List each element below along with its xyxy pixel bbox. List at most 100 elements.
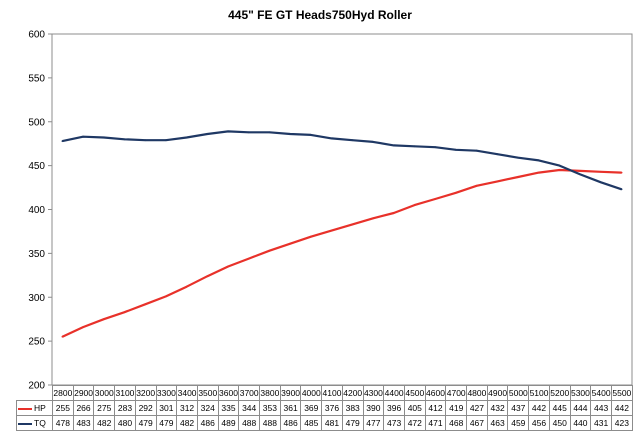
x-category-label: 3900 <box>279 385 302 401</box>
data-label-tq: 471 <box>424 415 447 431</box>
data-label-hp: 445 <box>548 400 571 416</box>
data-point-hp <box>227 265 230 268</box>
x-category-label: 4400 <box>383 385 405 401</box>
data-label-tq: 480 <box>114 415 136 431</box>
table-row-hp: HP 255 266 275 283 292 301 312 324 335 344 353 361 36… <box>16 400 633 416</box>
y-tick-label: 250 <box>28 337 45 348</box>
data-label-tq: 479 <box>155 415 178 431</box>
data-point-tq <box>372 141 374 143</box>
data-label-tq: 485 <box>300 415 323 431</box>
x-category-label: 5300 <box>569 385 592 401</box>
x-category-label: 4500 <box>403 385 426 401</box>
data-point-hp <box>247 257 250 260</box>
data-label-tq: 450 <box>548 415 571 431</box>
data-label-hp: 292 <box>134 400 157 416</box>
data-label-tq: 456 <box>528 415 550 431</box>
data-label-hp: 427 <box>466 400 488 416</box>
y-tick-label: 600 <box>28 30 45 41</box>
plot-area <box>51 33 633 386</box>
x-category-label: 4800 <box>466 385 488 401</box>
data-point-tq <box>496 153 499 156</box>
data-point-hp <box>517 176 519 178</box>
data-label-tq: 486 <box>196 415 219 431</box>
data-label-hp: 419 <box>445 400 468 416</box>
data-point-tq <box>455 148 457 151</box>
data-label-hp: 444 <box>569 400 592 416</box>
data-label-hp: 437 <box>507 400 530 416</box>
x-category-label: 3800 <box>259 385 281 401</box>
data-point-hp <box>537 171 540 174</box>
data-point-tq <box>227 130 230 133</box>
legend-entry-tq: TQ <box>16 415 53 431</box>
data-point-hp <box>600 170 602 173</box>
x-category-label: 4300 <box>362 385 385 401</box>
data-point-hp <box>579 170 582 172</box>
data-point-hp <box>61 335 64 338</box>
data-label-tq: 467 <box>466 415 488 431</box>
data-label-hp: 335 <box>217 400 240 416</box>
data-point-hp <box>185 285 188 288</box>
x-category-label: 5200 <box>548 385 571 401</box>
data-point-hp <box>413 204 416 207</box>
data-label-hp: 312 <box>176 400 198 416</box>
data-point-hp <box>351 223 354 226</box>
x-category-label: 3300 <box>155 385 178 401</box>
series-line-tq <box>62 130 622 191</box>
data-label-tq: 431 <box>590 415 612 431</box>
data-label-tq: 482 <box>93 415 116 431</box>
data-label-hp: 283 <box>114 400 136 416</box>
data-point-tq <box>185 136 188 139</box>
x-category-label: 5100 <box>528 385 550 401</box>
x-category-label: 4600 <box>424 385 447 401</box>
data-point-tq <box>434 146 437 149</box>
legend-key-hp <box>18 407 32 410</box>
x-category-label: 4200 <box>341 385 364 401</box>
x-category-label: 3600 <box>217 385 240 401</box>
data-label-tq: 489 <box>217 415 240 431</box>
data-point-hp <box>82 326 84 328</box>
x-category-label: 5000 <box>507 385 530 401</box>
y-tick-label: 300 <box>28 293 45 304</box>
data-point-hp <box>165 295 167 298</box>
data-point-tq <box>247 131 250 134</box>
data-point-hp <box>455 191 457 194</box>
data-point-tq <box>268 131 271 134</box>
data-label-hp: 383 <box>341 400 364 416</box>
data-point-hp <box>310 235 312 238</box>
x-category-label: 3000 <box>93 385 116 401</box>
data-point-tq <box>165 139 167 142</box>
x-category-label: 5500 <box>610 385 633 401</box>
data-point-tq <box>330 137 333 140</box>
legend-label: HP <box>34 403 46 413</box>
data-label-hp: 344 <box>238 400 261 416</box>
data-label-hp: 442 <box>610 400 633 416</box>
x-category-label: 3100 <box>114 385 136 401</box>
data-point-hp <box>330 229 333 232</box>
data-point-tq <box>310 134 312 136</box>
data-label-tq: 468 <box>445 415 468 431</box>
data-point-tq <box>289 133 292 135</box>
data-point-hp <box>289 242 292 245</box>
x-category-label: 3500 <box>196 385 219 401</box>
legend-key-tq <box>18 422 32 425</box>
data-label-tq: 479 <box>341 415 364 431</box>
data-label-hp: 369 <box>300 400 323 416</box>
data-point-tq <box>206 133 209 135</box>
data-label-hp: 353 <box>259 400 281 416</box>
data-label-hp: 255 <box>52 400 74 416</box>
x-category-label: 4700 <box>445 385 468 401</box>
data-point-tq <box>413 145 416 148</box>
y-tick-label: 350 <box>28 249 45 260</box>
data-point-hp <box>144 303 147 306</box>
data-label-hp: 390 <box>362 400 385 416</box>
data-label-hp: 442 <box>528 400 550 416</box>
data-point-tq <box>61 140 64 143</box>
data-point-tq <box>600 181 602 184</box>
data-point-tq <box>537 159 540 162</box>
data-point-tq <box>517 156 519 159</box>
data-point-hp <box>392 212 395 214</box>
data-point-hp <box>102 318 105 321</box>
data-point-hp <box>434 198 437 200</box>
data-label-tq: 473 <box>383 415 405 431</box>
